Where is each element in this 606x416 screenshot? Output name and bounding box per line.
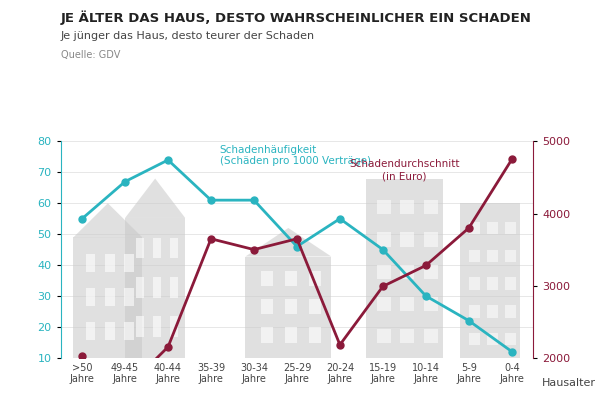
Bar xyxy=(170,238,178,258)
Bar xyxy=(378,232,391,247)
Bar xyxy=(86,254,96,272)
Bar xyxy=(424,297,438,311)
Bar xyxy=(124,254,134,272)
Text: Quelle: GDV: Quelle: GDV xyxy=(61,50,120,60)
Bar xyxy=(309,299,321,314)
Bar xyxy=(245,257,331,358)
Bar xyxy=(153,277,161,297)
Bar xyxy=(487,222,498,234)
Bar xyxy=(124,322,134,340)
Bar xyxy=(285,299,297,314)
Text: JE ÄLTER DAS HAUS, DESTO WAHRSCHEINLICHER EIN SCHADEN: JE ÄLTER DAS HAUS, DESTO WAHRSCHEINLICHE… xyxy=(61,10,531,25)
Bar xyxy=(505,222,516,234)
Bar xyxy=(285,327,297,342)
Bar xyxy=(487,333,498,345)
Polygon shape xyxy=(245,228,331,257)
Bar xyxy=(365,178,443,358)
Polygon shape xyxy=(73,203,142,237)
Bar xyxy=(261,299,273,314)
Bar xyxy=(125,218,185,358)
Bar xyxy=(261,327,273,342)
Bar xyxy=(505,305,516,317)
Bar xyxy=(136,316,144,337)
Bar xyxy=(153,316,161,337)
Bar xyxy=(505,250,516,262)
Bar xyxy=(309,271,321,286)
Bar xyxy=(487,250,498,262)
Bar xyxy=(86,288,96,306)
Bar xyxy=(136,277,144,297)
Bar xyxy=(505,333,516,345)
Bar xyxy=(424,329,438,344)
Bar xyxy=(86,322,96,340)
Bar xyxy=(401,200,415,214)
Bar xyxy=(105,288,115,306)
Bar xyxy=(378,200,391,214)
Bar xyxy=(170,316,178,337)
Bar xyxy=(73,237,142,358)
Bar xyxy=(424,265,438,279)
Bar xyxy=(460,203,521,358)
Bar xyxy=(469,250,480,262)
Bar xyxy=(153,238,161,258)
Bar xyxy=(487,305,498,317)
Bar xyxy=(136,238,144,258)
Bar xyxy=(401,297,415,311)
Polygon shape xyxy=(125,178,185,218)
Bar xyxy=(469,222,480,234)
Bar xyxy=(487,277,498,290)
Bar xyxy=(424,200,438,214)
Bar xyxy=(378,329,391,344)
Bar xyxy=(469,305,480,317)
Text: Schadendurchschnitt
(in Euro): Schadendurchschnitt (in Euro) xyxy=(349,159,459,181)
Bar xyxy=(105,254,115,272)
Bar xyxy=(378,297,391,311)
Bar xyxy=(401,329,415,344)
Bar xyxy=(469,277,480,290)
Text: Je jünger das Haus, desto teurer der Schaden: Je jünger das Haus, desto teurer der Sch… xyxy=(61,31,315,41)
Bar xyxy=(505,277,516,290)
Bar xyxy=(261,271,273,286)
Bar xyxy=(170,277,178,297)
Bar xyxy=(105,322,115,340)
Bar xyxy=(401,232,415,247)
Text: Schadenhäufigkeit
(Schäden pro 1000 Verträge): Schadenhäufigkeit (Schäden pro 1000 Vert… xyxy=(219,144,371,166)
Text: Hausalter: Hausalter xyxy=(542,378,596,388)
Bar xyxy=(424,232,438,247)
Bar xyxy=(378,265,391,279)
Bar xyxy=(285,271,297,286)
Bar xyxy=(309,327,321,342)
Bar xyxy=(124,288,134,306)
Bar xyxy=(401,265,415,279)
Bar xyxy=(469,333,480,345)
